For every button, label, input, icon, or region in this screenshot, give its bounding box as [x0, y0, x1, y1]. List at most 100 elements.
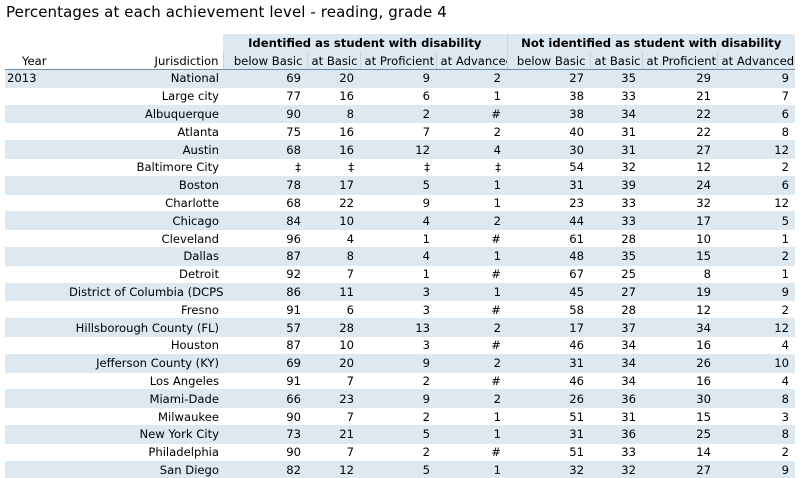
- achievement-table: Identified as student with disability No…: [5, 34, 795, 478]
- cell-value: 67: [507, 265, 590, 283]
- cell-value: 91: [223, 301, 307, 319]
- cell-value: 33: [590, 212, 642, 230]
- cell-year: [5, 354, 65, 372]
- cell-value: 12: [717, 194, 795, 212]
- cell-value: 91: [223, 372, 307, 390]
- column-header-at-proficient: at Proficient: [360, 52, 436, 70]
- cell-value: 33: [590, 194, 642, 212]
- cell-jurisdiction: Philadelphia: [65, 443, 223, 461]
- cell-value: 61: [507, 230, 590, 248]
- cell-year: [5, 230, 65, 248]
- cell-value: 28: [590, 230, 642, 248]
- cell-value: 4: [307, 230, 360, 248]
- group-header-blank: [5, 34, 223, 52]
- cell-value: 2: [436, 212, 507, 230]
- cell-value: 1: [436, 283, 507, 301]
- cell-value: 2: [436, 390, 507, 408]
- cell-value: 34: [590, 354, 642, 372]
- cell-value: 54: [507, 158, 590, 176]
- cell-value: 12: [360, 141, 436, 159]
- column-header-at-basic: at Basic: [307, 52, 360, 70]
- cell-value: 7: [307, 408, 360, 426]
- cell-jurisdiction: National: [65, 70, 223, 88]
- cell-value: 29: [642, 70, 717, 88]
- cell-value: 23: [307, 390, 360, 408]
- cell-value: 87: [223, 247, 307, 265]
- cell-value: 1: [436, 425, 507, 443]
- cell-value: 2: [360, 408, 436, 426]
- cell-value: 5: [717, 212, 795, 230]
- cell-value: 36: [590, 425, 642, 443]
- cell-value: 39: [590, 176, 642, 194]
- cell-value: 5: [360, 176, 436, 194]
- cell-value: 27: [590, 283, 642, 301]
- cell-value: #: [436, 301, 507, 319]
- cell-value: 6: [717, 105, 795, 123]
- cell-value: 17: [507, 319, 590, 337]
- cell-value: 90: [223, 105, 307, 123]
- cell-value: ‡: [360, 158, 436, 176]
- cell-value: 4: [360, 247, 436, 265]
- cell-value: 9: [360, 194, 436, 212]
- cell-value: 2: [717, 158, 795, 176]
- cell-value: 3: [360, 301, 436, 319]
- column-header-below-basic: below Basic: [507, 52, 590, 70]
- cell-value: 32: [507, 461, 590, 478]
- cell-jurisdiction: Austin: [65, 141, 223, 159]
- cell-value: 36: [590, 390, 642, 408]
- cell-year: [5, 194, 65, 212]
- cell-value: ‡: [223, 158, 307, 176]
- cell-value: 16: [307, 87, 360, 105]
- cell-jurisdiction: Charlotte: [65, 194, 223, 212]
- cell-value: 4: [717, 336, 795, 354]
- cell-value: 7: [307, 265, 360, 283]
- cell-value: 33: [590, 87, 642, 105]
- cell-value: 17: [642, 212, 717, 230]
- cell-value: 48: [507, 247, 590, 265]
- cell-value: 31: [507, 425, 590, 443]
- cell-value: 31: [590, 141, 642, 159]
- column-header-jurisdiction: Jurisdiction: [65, 52, 223, 70]
- cell-year: [5, 443, 65, 461]
- cell-value: 84: [223, 212, 307, 230]
- cell-jurisdiction: Houston: [65, 336, 223, 354]
- cell-value: 12: [307, 461, 360, 478]
- cell-value: 87: [223, 336, 307, 354]
- cell-value: 69: [223, 354, 307, 372]
- cell-value: 68: [223, 141, 307, 159]
- cell-value: ‡: [307, 158, 360, 176]
- cell-value: 34: [590, 336, 642, 354]
- group-header-no-disability: Not identified as student with disabilit…: [507, 34, 795, 52]
- cell-value: 22: [307, 194, 360, 212]
- cell-value: 8: [717, 390, 795, 408]
- cell-year: [5, 301, 65, 319]
- cell-value: 46: [507, 336, 590, 354]
- cell-value: 10: [307, 336, 360, 354]
- cell-value: 2: [436, 70, 507, 88]
- cell-value: 4: [717, 372, 795, 390]
- cell-value: 2: [436, 319, 507, 337]
- column-header-at-advanced: at Advanced: [436, 52, 507, 70]
- cell-value: 34: [590, 105, 642, 123]
- cell-jurisdiction: Detroit: [65, 265, 223, 283]
- cell-value: 31: [507, 176, 590, 194]
- cell-value: #: [436, 336, 507, 354]
- cell-value: 45: [507, 283, 590, 301]
- cell-value: 12: [642, 158, 717, 176]
- cell-value: 7: [360, 123, 436, 141]
- cell-value: 9: [360, 70, 436, 88]
- cell-value: 6: [717, 176, 795, 194]
- cell-value: 2: [717, 247, 795, 265]
- cell-value: 32: [590, 461, 642, 478]
